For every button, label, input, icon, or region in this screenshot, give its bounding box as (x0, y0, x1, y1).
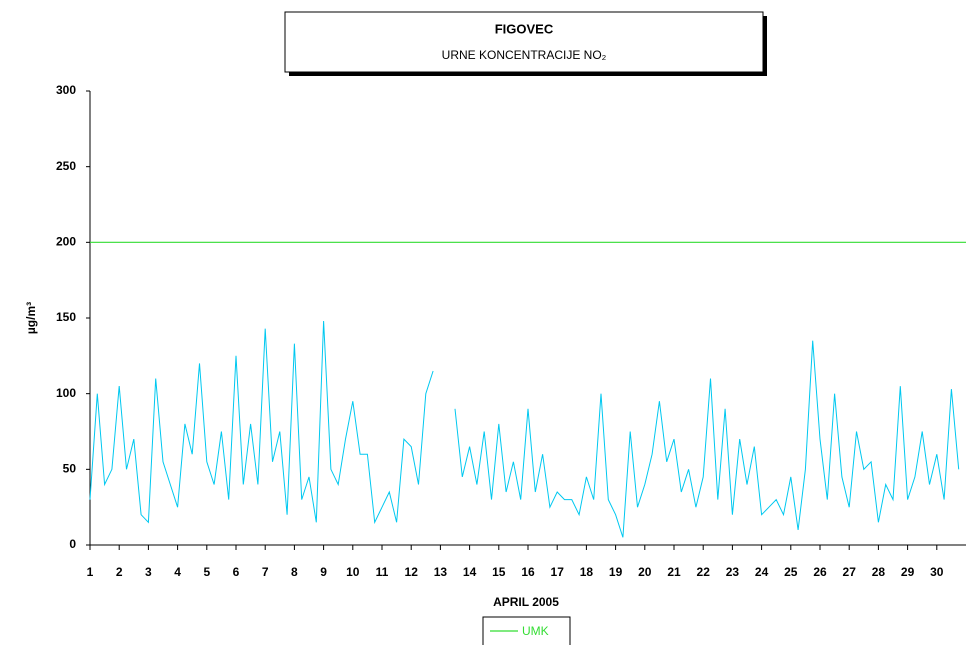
x-tick-label: 7 (262, 565, 269, 579)
y-tick-label: 200 (56, 235, 76, 249)
y-tick-label: 250 (56, 159, 76, 173)
y-axis-label: µg/m³ (24, 302, 38, 334)
chart-title: FIGOVEC (495, 21, 554, 36)
legend-label: UMK (522, 624, 549, 638)
data-line (89, 320, 960, 538)
y-tick-label: 300 (56, 83, 76, 97)
x-tick-label: 10 (346, 565, 360, 579)
x-tick-label: 6 (233, 565, 240, 579)
x-tick-label: 12 (405, 565, 419, 579)
x-tick-label: 27 (843, 565, 857, 579)
x-tick-label: 28 (872, 565, 886, 579)
y-tick-label: 100 (56, 386, 76, 400)
x-tick-label: 19 (609, 565, 623, 579)
x-tick-label: 5 (203, 565, 210, 579)
x-tick-label: 15 (492, 565, 506, 579)
x-tick-label: 9 (320, 565, 327, 579)
x-tick-label: 21 (667, 565, 681, 579)
x-tick-label: 26 (813, 565, 827, 579)
x-tick-label: 14 (463, 565, 477, 579)
x-tick-label: 30 (930, 565, 944, 579)
x-tick-label: 17 (551, 565, 565, 579)
x-tick-label: 24 (755, 565, 769, 579)
x-tick-label: 4 (174, 565, 181, 579)
x-tick-label: 8 (291, 565, 298, 579)
y-tick-label: 50 (63, 462, 77, 476)
x-tick-label: 11 (376, 565, 389, 579)
x-tick-label: 29 (901, 565, 915, 579)
y-tick-label: 0 (69, 537, 76, 551)
x-tick-label: 20 (638, 565, 652, 579)
title-box (284, 11, 764, 73)
x-axis-label: APRIL 2005 (493, 595, 559, 609)
x-tick-label: 23 (726, 565, 740, 579)
x-tick-label: 16 (521, 565, 535, 579)
x-tick-label: 18 (580, 565, 594, 579)
chart-subtitle: URNE KONCENTRACIJE NO₂ (442, 48, 607, 62)
y-tick-label: 150 (56, 310, 76, 324)
x-tick-label: 25 (784, 565, 798, 579)
x-tick-label: 22 (697, 565, 711, 579)
x-tick-label: 13 (434, 565, 448, 579)
x-tick-label: 1 (87, 565, 94, 579)
x-tick-label: 3 (145, 565, 152, 579)
x-tick-label: 2 (116, 565, 123, 579)
